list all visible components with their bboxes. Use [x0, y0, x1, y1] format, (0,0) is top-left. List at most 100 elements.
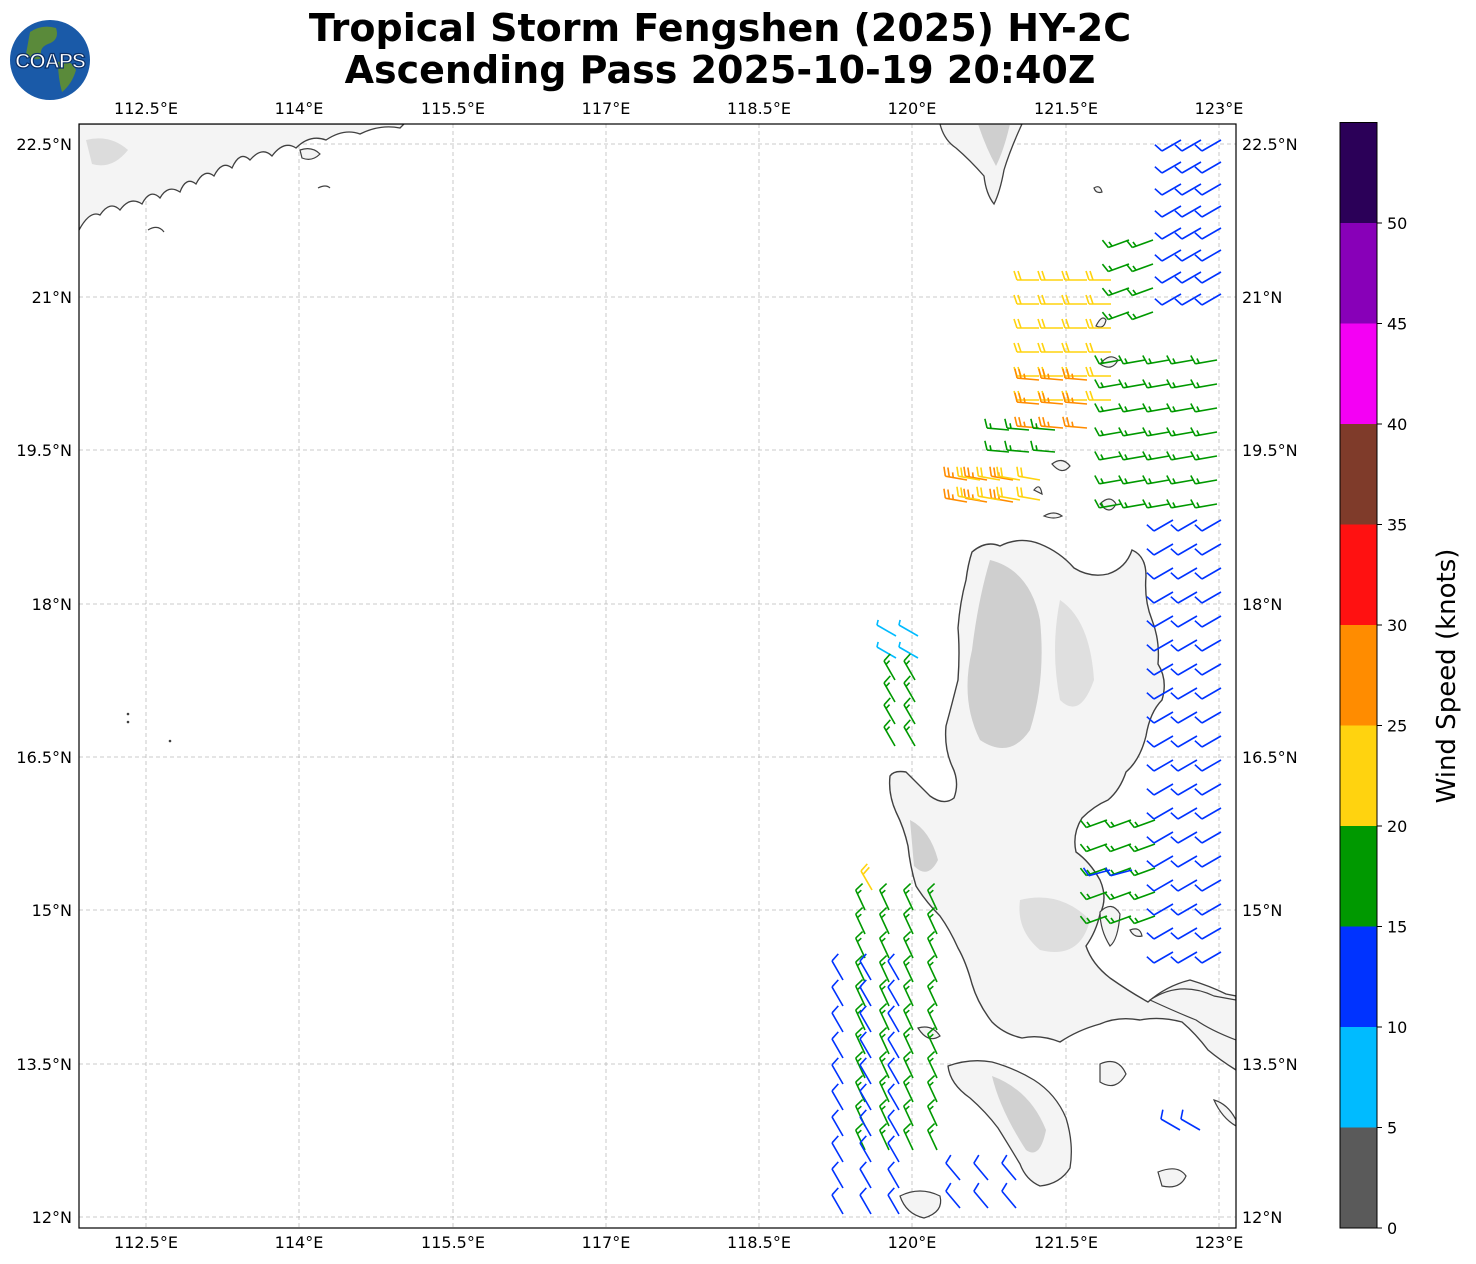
wind-barb	[1174, 183, 1202, 196]
wind-barb	[1154, 293, 1182, 306]
wind-barbs	[831, 139, 1222, 1215]
wind-barb	[859, 1161, 872, 1189]
wind-barb	[902, 954, 914, 983]
colorbar: 0 5 10 15 20 25 30 35 40 45 50	[1339, 122, 1407, 1238]
wind-barb	[1101, 287, 1130, 297]
wind-barb	[1194, 783, 1222, 796]
wind-barb	[831, 1135, 844, 1163]
wind-barb	[1118, 499, 1146, 509]
wind-barb	[1170, 735, 1198, 748]
wind-barb	[1170, 567, 1198, 580]
wind-barb	[1016, 466, 1041, 481]
wind-barb	[859, 1187, 872, 1215]
wind-barb	[1170, 903, 1198, 916]
wind-barb	[1094, 499, 1122, 509]
wind-barb	[1079, 915, 1108, 925]
wind-barb	[926, 1050, 938, 1079]
wind-barb	[1194, 567, 1222, 580]
wind-barb	[1103, 891, 1132, 901]
wind-barb	[943, 488, 968, 503]
wind-barb	[1103, 915, 1132, 925]
babuyan-island-6	[1033, 486, 1043, 496]
wind-barb	[1194, 735, 1222, 748]
wind-barb	[902, 882, 914, 911]
wind-barb	[1194, 293, 1222, 306]
wind-barb	[1194, 903, 1222, 916]
wind-barb	[883, 719, 896, 747]
wind-barb	[1194, 615, 1222, 628]
babuyan-island-5	[1042, 512, 1064, 519]
wind-barb	[878, 978, 890, 1007]
wind-barb	[1146, 903, 1174, 916]
wind-barb	[1037, 294, 1063, 305]
wind-barb	[1146, 783, 1174, 796]
x-tick-top-label: 120°E	[888, 99, 937, 118]
wind-barb	[1016, 486, 1041, 501]
wind-barb	[1146, 951, 1174, 964]
colorbar-tick-label: 40	[1387, 415, 1407, 434]
y-tick-left-label: 21°N	[32, 288, 72, 307]
wind-barb	[1037, 342, 1063, 353]
wind-barb	[1170, 519, 1198, 532]
wind-barb	[859, 979, 872, 1007]
wind-barb	[1194, 271, 1222, 284]
y-ticks-left: 22.5°N 21°N 19.5°N 18°N 16.5°N 15°N 13.5°N 12°N	[16, 135, 72, 1227]
wind-barb	[1118, 379, 1146, 389]
babuyan-island-3	[1051, 459, 1071, 472]
wind-barb	[1062, 392, 1088, 405]
wind-barb	[1146, 567, 1174, 580]
burias-island	[1212, 1099, 1236, 1127]
wind-barb	[854, 882, 866, 911]
wind-barb	[1194, 591, 1222, 604]
coaps-logo: COAPS	[10, 20, 90, 100]
wind-barb	[1170, 927, 1198, 940]
wind-barb	[1194, 687, 1222, 700]
wind-barb	[1174, 161, 1202, 174]
y-tick-left-label: 15°N	[32, 901, 72, 920]
wind-barb	[1154, 227, 1182, 240]
wind-barb	[1170, 879, 1198, 892]
wind-barb	[1085, 294, 1111, 305]
wind-barb	[878, 930, 890, 959]
wind-barb	[902, 1074, 914, 1103]
wind-barb	[876, 619, 897, 637]
wind-barb	[943, 466, 968, 481]
wind-barb	[1194, 663, 1222, 676]
wind-barb	[976, 466, 1001, 481]
wind-barb	[1166, 379, 1194, 389]
wind-barb	[854, 1026, 866, 1055]
wind-barb	[1146, 855, 1174, 868]
y-tick-right-label: 21°N	[1242, 288, 1282, 307]
wind-barb	[902, 1026, 914, 1055]
wind-barb	[1125, 263, 1154, 273]
chart-title-line2: Ascending Pass 2025-10-19 20:40Z	[344, 48, 1096, 92]
wind-barb	[902, 1098, 914, 1127]
x-tick-bottom-label: 117°E	[582, 1233, 631, 1252]
y-tick-right-label: 12°N	[1242, 1208, 1282, 1227]
taiwan-relief	[978, 124, 1010, 166]
wind-barb	[854, 906, 866, 935]
wind-barb	[1190, 427, 1218, 437]
wind-barb	[898, 619, 919, 637]
wind-barb	[1194, 249, 1222, 262]
y-tick-right-label: 13.5°N	[1242, 1055, 1298, 1074]
wind-barb	[854, 1122, 866, 1151]
wind-barb	[973, 1154, 989, 1181]
wind-barb	[1146, 615, 1174, 628]
wind-barb	[956, 486, 981, 501]
wind-barb	[1004, 418, 1030, 431]
wind-barb	[1118, 475, 1146, 485]
wind-barb	[831, 1083, 844, 1111]
wind-barb	[1038, 368, 1064, 381]
wind-barb	[1194, 711, 1222, 724]
wind-barb	[1094, 475, 1122, 485]
colorbar-bin-40-45	[1340, 323, 1377, 424]
colorbar-label: Wind Speed (knots)	[1432, 549, 1462, 804]
wind-barb	[1146, 591, 1174, 604]
wind-barb	[973, 1182, 989, 1209]
wind-barb	[1061, 270, 1087, 281]
colorbar-bin-20-25	[1340, 725, 1377, 826]
wind-barb	[926, 978, 938, 1007]
colorbar-tick-label: 35	[1387, 516, 1407, 535]
x-tick-top-label: 121.5°E	[1034, 99, 1098, 118]
